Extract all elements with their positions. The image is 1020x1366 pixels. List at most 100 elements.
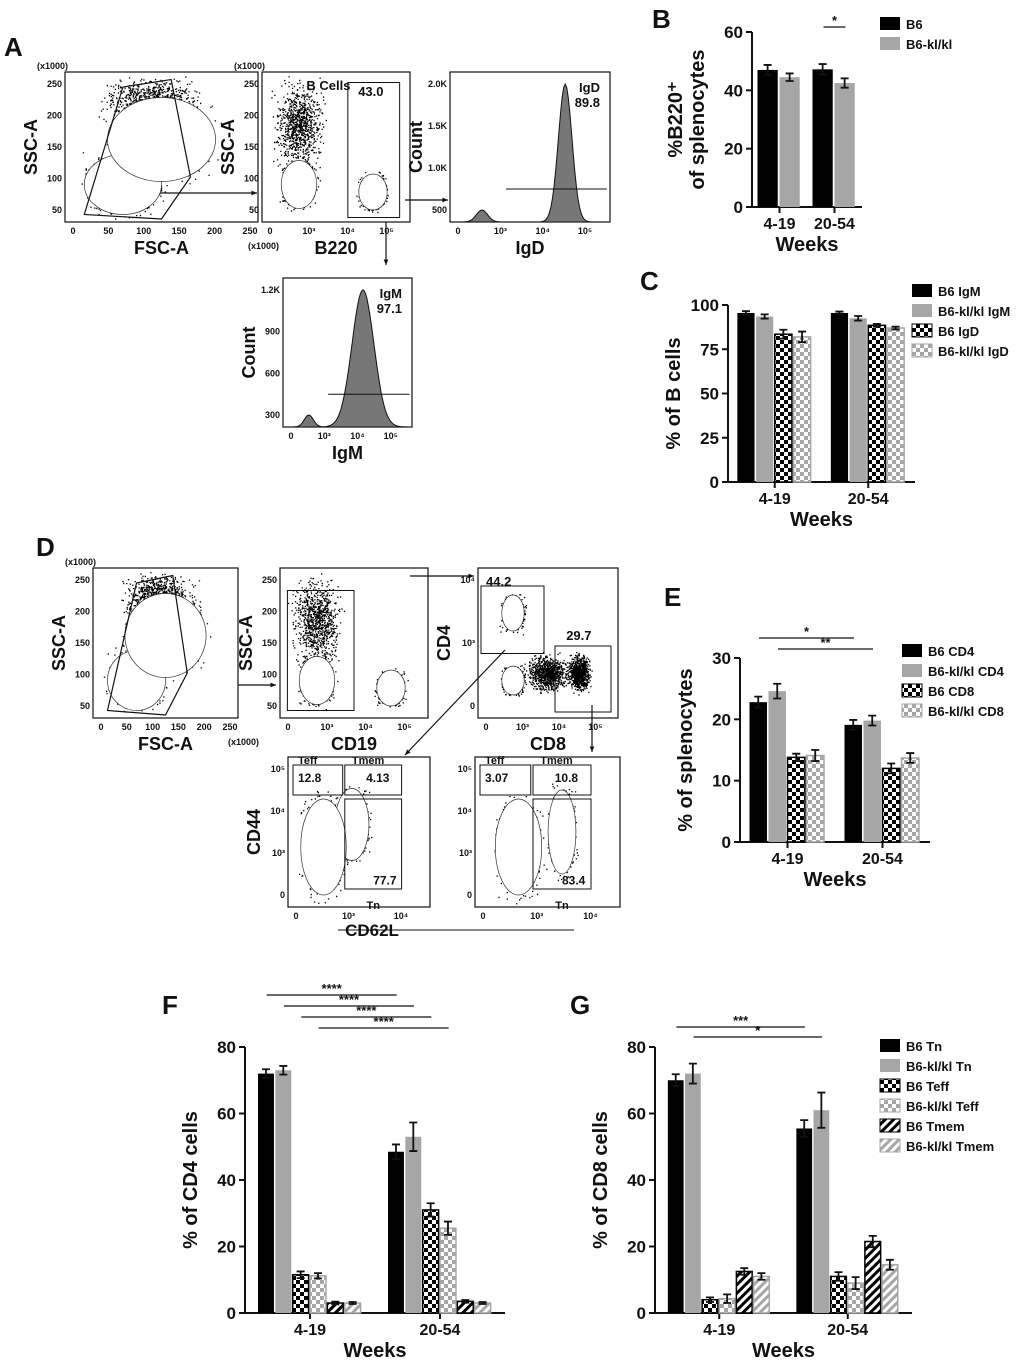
- chart-e-legend-label: B6 CD8: [928, 684, 974, 699]
- flow-plot-a1-y-tick: 50: [52, 205, 62, 215]
- chart-f-bar: [309, 1275, 327, 1314]
- flow-plot-d1-x-label: FSC-A: [138, 734, 193, 754]
- flow-plot-a3-x-tick: 0: [455, 226, 460, 236]
- chart-e-bar: [805, 754, 825, 843]
- chart-b-legend-label: B6: [906, 17, 923, 32]
- chart-g-error-bar: [757, 1272, 766, 1281]
- flow-plot-a1-x-tick: 0: [70, 226, 75, 236]
- flow-plot-a3-y-tick: 1.0K: [428, 163, 448, 173]
- flow-plot-a4-x-label: IgM: [332, 443, 363, 463]
- gate-arrow: [404, 649, 506, 756]
- chart-g-x-label: Weeks: [752, 1340, 815, 1362]
- chart-g-error-bar: [868, 1234, 877, 1249]
- chart-g-legend-label: B6-kl/kl Tmem: [906, 1139, 994, 1154]
- chart-e-legend-swatch: [901, 703, 923, 718]
- flow-plot-d5-y-tick: 0: [467, 890, 472, 900]
- chart-f-y-tick-label: 0: [227, 1304, 236, 1323]
- chart-f-error-bar: [443, 1220, 452, 1236]
- chart-e-bar: [900, 757, 920, 843]
- chart-g-legend-swatch: [879, 1138, 901, 1153]
- chart-f-bar: [388, 1151, 404, 1313]
- chart-b-y-tick-label: 0: [734, 198, 743, 217]
- chart-e-bar: [749, 702, 767, 842]
- chart-b-error-bar: [840, 77, 849, 89]
- chart-c-error-bar: [872, 323, 881, 328]
- flow-plot-a2-events: [271, 76, 389, 214]
- flow-plot-d3-x-tick: 10⁴: [552, 722, 566, 732]
- chart-e-error-bar: [792, 752, 801, 762]
- chart-c-bar: [792, 336, 812, 483]
- chart-f-error-bar: [296, 1270, 305, 1279]
- chart-e-error-bar: [887, 762, 896, 775]
- flow-plot-d3-gate: [480, 585, 545, 654]
- chart-f-significance-label: ****: [322, 981, 343, 996]
- chart-c-error-bar: [854, 315, 863, 322]
- flow-plot-a4-y-tick: 600: [265, 368, 280, 378]
- chart-g-bar: [796, 1128, 813, 1313]
- chart-b-y-tick-label: 40: [724, 81, 743, 100]
- chart-c-bar: [849, 318, 867, 482]
- flow-plot-a2-y-tick: 100: [244, 174, 259, 184]
- chart-e-error-bar: [754, 695, 763, 709]
- chart-c-error-bar: [779, 328, 788, 340]
- chart-b-error-bar: [818, 63, 827, 76]
- flow-plot-d4-x-tick: 10⁴: [394, 911, 408, 921]
- flow-plot-a4-gate-label: IgM: [380, 286, 402, 301]
- panel-label-a: A: [4, 32, 23, 62]
- chart-e-x-tick-label: 20-54: [862, 851, 903, 868]
- flow-plot-a2-x-label: B220: [314, 238, 357, 258]
- flow-plot-a3-gate-label: IgD: [579, 80, 600, 95]
- flow-plot-d2-contour: [376, 669, 406, 707]
- chart-c-error-bar: [835, 310, 844, 316]
- chart-g-error-bar: [671, 1073, 680, 1088]
- chart-e-error-bar: [868, 714, 877, 727]
- flow-plot-d5-x-tick: 10³: [530, 911, 543, 921]
- flow-plot-a3-x-tick: 10³: [494, 226, 507, 236]
- chart-g-y-label: % of CD8 cells: [590, 1111, 612, 1249]
- flow-plot-d4-gate-tmem: [344, 764, 403, 796]
- arrow-head-icon: [589, 746, 595, 752]
- chart-e-error-bar: [773, 682, 782, 700]
- flow-plot-d5-tn-label: Tn: [555, 900, 569, 912]
- flow-plot-a2-y-tick: 50: [249, 205, 259, 215]
- chart-g-bar: [829, 1275, 848, 1314]
- flow-plot-d2-x-tick: 10³: [320, 722, 333, 732]
- chart-c-legend-swatch: [911, 343, 933, 358]
- flow-plot-a3-x-tick: 10⁴: [535, 226, 549, 236]
- flow-plot-d1-y-tick: 50: [80, 701, 90, 711]
- chart-f-bar: [275, 1070, 292, 1313]
- flow-plot-d5-contour: [547, 789, 577, 875]
- chart-g-legend-label: B6 Tn: [906, 1039, 942, 1054]
- chart-c-bar: [756, 316, 774, 482]
- chart-e-y-tick-label: 30: [712, 649, 731, 668]
- chart-b-bar: [834, 83, 855, 207]
- flow-plot-d3-gate: [554, 645, 612, 713]
- chart-c-legend-swatch: [911, 323, 933, 338]
- chart-g-y-tick-label: 0: [637, 1304, 646, 1323]
- chart-f-y-label: % of CD4 cells: [180, 1111, 202, 1249]
- flow-plot-a3-x-label: IgD: [516, 238, 545, 258]
- flow-plot-a4-x-tick: 10⁴: [350, 431, 364, 441]
- flow-plot-d4-teff-label: Teff: [298, 755, 318, 767]
- flow-plot-a4-y-tick: 900: [265, 327, 280, 337]
- flow-plot-d5-teff-value: 3.07: [485, 771, 509, 785]
- flow-plot-d2-x-tick: 0: [285, 722, 290, 732]
- chart-e-legend-label: B6 CD4: [928, 644, 975, 659]
- chart-e-y-tick-label: 0: [722, 833, 731, 852]
- chart-g-legend-swatch: [880, 1059, 900, 1072]
- flow-plot-d2-x-tick: 10⁴: [358, 722, 372, 732]
- chart-e-bar: [863, 720, 881, 842]
- flow-plot-d2-y-label: SSC-A: [236, 615, 256, 671]
- chart-c-legend-label: B6-kl/kl IgD: [938, 344, 1009, 359]
- flow-plot-d3-contour: [501, 665, 525, 696]
- chart-g-legend-swatch: [879, 1078, 901, 1093]
- flow-plot-a2-contour: [358, 173, 388, 211]
- flow-plot-d5-tmem-value: 10.8: [555, 771, 579, 785]
- flow-plot-d1-x-tick: 150: [171, 722, 186, 732]
- flow-plot-d1-y-tick: 250: [75, 575, 90, 585]
- chart-f-bar: [258, 1073, 274, 1313]
- chart-f-error-bar: [461, 1299, 470, 1304]
- flow-plot-d2-y-tick: 200: [262, 607, 277, 617]
- chart-c-bar: [830, 312, 849, 482]
